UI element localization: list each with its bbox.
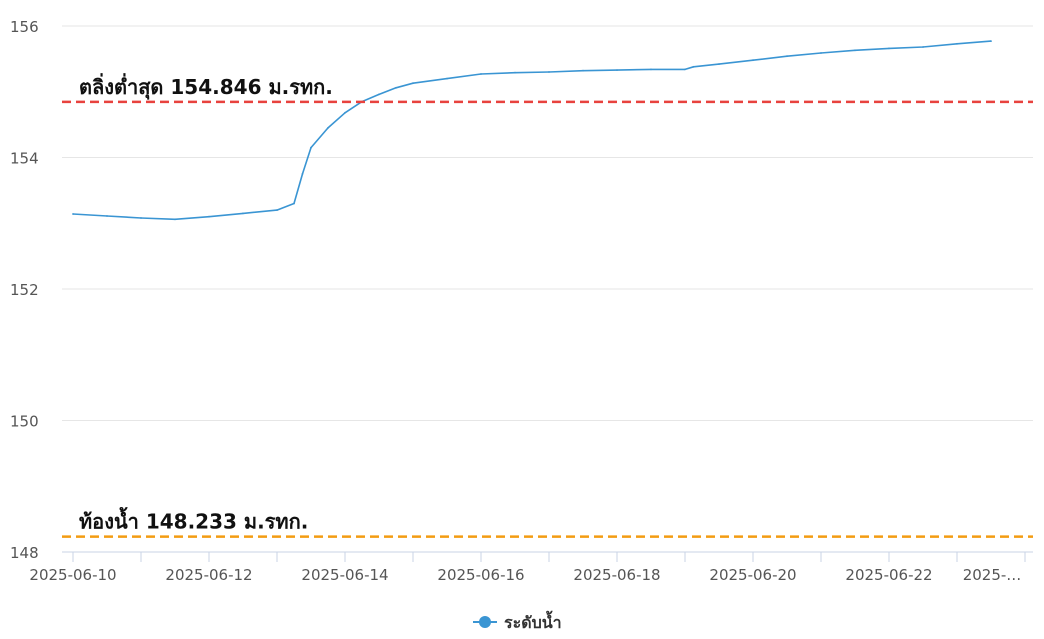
data-point — [446, 77, 448, 80]
data-point — [854, 49, 856, 52]
y-tick-label: 152 — [10, 281, 39, 299]
data-point — [888, 47, 890, 50]
x-axis: 2025-06-10 2025-06-12 2025-06-14 2025-06-16… — [29, 551, 1033, 584]
x-tick-label: 2025-06-12 — [165, 566, 252, 584]
x-tick-label: 2025-06-20 — [709, 566, 796, 584]
reference-label-0: ตลิ่งต่ำสุด 154.846 ม.รทก. — [79, 72, 333, 100]
data-point — [72, 213, 74, 215]
data-point — [276, 209, 278, 212]
data-point — [378, 93, 380, 96]
x-tick-label: 2025-06-14 — [301, 566, 388, 584]
data-point — [820, 52, 822, 54]
data-point — [344, 111, 346, 114]
data-point — [395, 86, 397, 89]
data-point — [208, 215, 210, 218]
reference-lines: ตลิ่งต่ำสุด 154.846 ม.รทก. ท้องน้ำ 148.23… — [62, 72, 1033, 538]
reference-label-1: ท้องน้ำ 148.233 ม.รทก. — [79, 507, 308, 534]
x-tick-label: 2025-06-22 — [845, 566, 932, 584]
legend-item-water-level[interactable]: ระดับน้ำ — [504, 610, 562, 632]
data-point — [692, 65, 695, 68]
legend-marker — [479, 616, 491, 628]
x-tick-label: 2025-06-18 — [573, 566, 660, 584]
y-tick-label: 154 — [10, 150, 39, 168]
data-point — [990, 40, 992, 42]
data-point — [301, 173, 304, 175]
x-tick-label: 2025-06-16 — [437, 566, 524, 584]
y-tick-label: 148 — [10, 544, 39, 562]
data-point — [718, 63, 720, 65]
y-tick-label: 150 — [10, 413, 39, 431]
x-tick-label: 2025-06-10 — [29, 566, 116, 584]
data-point — [684, 68, 686, 71]
data-point — [922, 46, 924, 48]
data-point — [480, 73, 482, 75]
data-point — [174, 218, 176, 221]
data-point — [650, 68, 652, 71]
data-point — [242, 212, 244, 215]
data-point — [327, 127, 329, 129]
series-layer — [72, 40, 992, 221]
legend[interactable]: ระดับน้ำ — [473, 610, 562, 632]
y-axis: 148 150 152 154 156 — [10, 18, 39, 562]
data-point — [514, 71, 516, 74]
data-point — [106, 215, 108, 217]
data-point — [786, 55, 788, 58]
data-point — [752, 59, 754, 62]
y-tick-label: 156 — [10, 18, 39, 36]
data-point — [548, 71, 550, 73]
data-point — [582, 69, 584, 72]
data-point — [140, 217, 142, 219]
grid-lines — [62, 25, 1033, 421]
data-point — [310, 146, 312, 149]
data-point — [616, 69, 618, 71]
data-point — [293, 202, 295, 205]
series-line-water-level — [72, 40, 992, 221]
data-point — [412, 82, 414, 85]
data-point — [956, 42, 958, 45]
x-tick-label: 2025-… — [963, 566, 1022, 584]
